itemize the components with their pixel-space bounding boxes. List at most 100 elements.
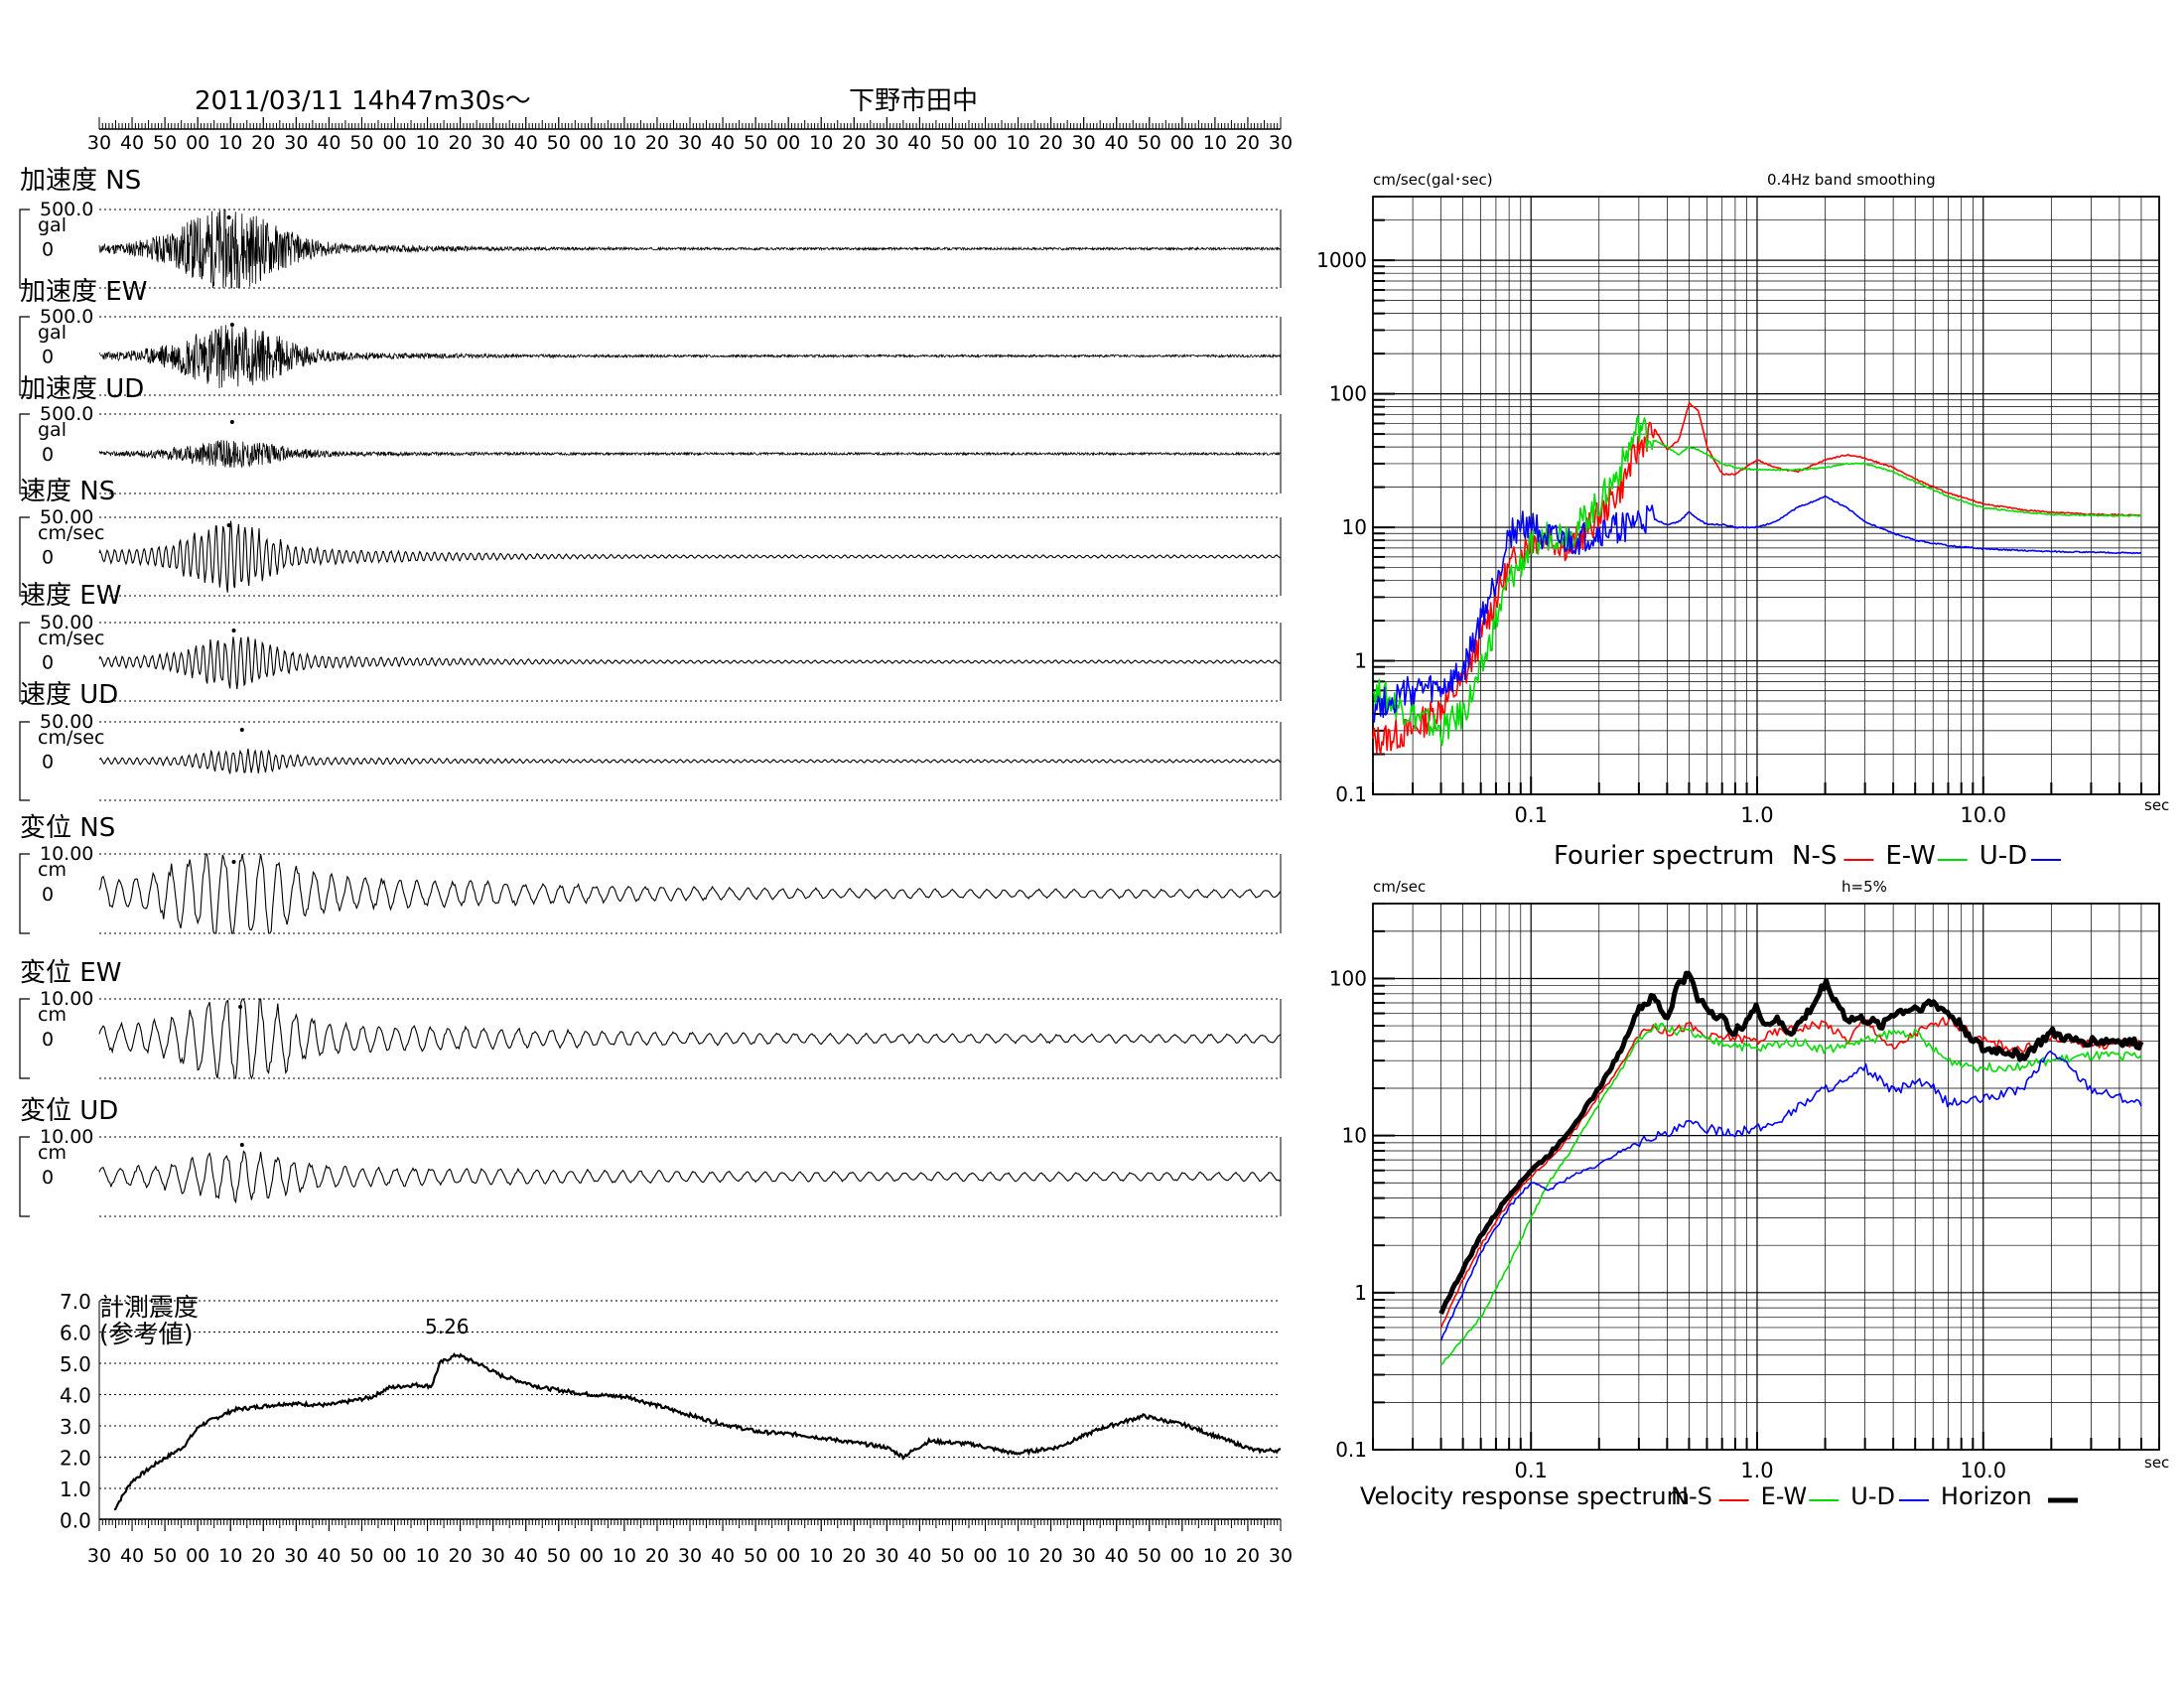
wave-5-zero: 0 <box>42 752 54 774</box>
wave-4-bracket <box>19 622 30 702</box>
top-time-label: 30 <box>1269 132 1293 154</box>
bottom-time-label: 20 <box>645 1545 669 1567</box>
top-time-label: 30 <box>87 132 111 154</box>
wave-1-peak-dot <box>229 323 234 327</box>
response-legend-name: N-S <box>1671 1482 1712 1510</box>
bottom-time-label: 00 <box>776 1545 800 1567</box>
response-legend-name: U-D <box>1850 1482 1895 1510</box>
bottom-time-label: 50 <box>153 1545 177 1567</box>
fourier-legend-name: N-S <box>1792 841 1837 871</box>
bottom-time-label: 20 <box>842 1545 866 1567</box>
top-time-label: 10 <box>218 132 242 154</box>
wave-5-label: 速度 UD <box>20 680 118 710</box>
fourier-ytick-label: 1000 <box>1316 248 1367 272</box>
top-time-label: 00 <box>382 132 406 154</box>
response-series-n-s <box>1439 1015 2142 1329</box>
top-time-label: 30 <box>678 132 702 154</box>
wave-1-label: 加速度 EW <box>20 277 147 307</box>
wave-0-trace <box>98 209 1282 289</box>
fourier-series-e-w <box>1372 415 2142 747</box>
wave-8-zero: 0 <box>42 1167 54 1189</box>
fourier-frame <box>1372 196 2160 795</box>
bottom-time-label: 50 <box>940 1545 964 1567</box>
top-time-label: 40 <box>711 132 735 154</box>
wave-2-max: 500.0 <box>40 403 93 425</box>
bottom-time-label: 00 <box>973 1545 997 1567</box>
wave-4-label: 速度 EW <box>20 581 121 611</box>
fourier-xtick-label: 1.0 <box>1740 803 1773 827</box>
wave-1-trace <box>98 324 1282 389</box>
wave-5-peak-dot <box>239 728 244 732</box>
bottom-time-axis: 30 40 50 00 10 20 30 40 50 00 10 20 30 40 50 00 10 20 30 40… <box>87 1518 1293 1567</box>
fourier-series-u-d <box>1372 494 2142 723</box>
top-time-label: 20 <box>1039 132 1063 154</box>
top-time-label: 30 <box>284 132 308 154</box>
bottom-time-label: 30 <box>87 1545 111 1567</box>
wave-3-bracket <box>19 516 30 597</box>
intensity-tick-label: 0.0 <box>60 1509 91 1533</box>
wave-7-label: 変位 EW <box>20 958 121 988</box>
intensity-peak-label: 5.26 <box>425 1315 470 1338</box>
wave-4-max: 50.00 <box>40 612 93 633</box>
bottom-time-label: 50 <box>1138 1545 1161 1567</box>
bottom-time-label: 40 <box>120 1545 144 1567</box>
bottom-time-label: 40 <box>317 1545 341 1567</box>
response-ytick-label: 1 <box>1354 1281 1367 1305</box>
fourier-ytick-label: 0.1 <box>1335 782 1367 806</box>
response-legend-title: Velocity response spectrum <box>1360 1482 1690 1510</box>
wave-4-peak-dot <box>231 629 236 633</box>
bottom-time-label: 40 <box>1105 1545 1129 1567</box>
wave-0-unit: gal <box>38 214 67 236</box>
bottom-time-label: 20 <box>251 1545 275 1567</box>
bottom-time-label: 50 <box>349 1545 373 1567</box>
intensity-tick-label: 2.0 <box>60 1447 91 1471</box>
intensity-tick-label: 3.0 <box>60 1415 91 1439</box>
intensity-tick-label: 7.0 <box>60 1290 91 1314</box>
wave-8-peak-dot <box>239 1143 244 1147</box>
top-time-label: 20 <box>645 132 669 154</box>
wave-2-bracket <box>19 413 30 494</box>
bottom-time-label: 50 <box>547 1545 571 1567</box>
fourier-series-n-s <box>1372 402 2141 755</box>
wave-7-trace <box>98 998 1282 1080</box>
fourier-ytick-label: 100 <box>1329 382 1367 406</box>
response-legend-name: E-W <box>1761 1482 1808 1510</box>
wave-1-max: 500.0 <box>40 306 93 328</box>
wave-2-unit: gal <box>38 419 67 441</box>
response-xtick-label: 1.0 <box>1740 1459 1773 1482</box>
wave-0-peak-dot <box>226 215 231 219</box>
wave-1-unit: gal <box>38 322 67 344</box>
intensity-tick-label: 4.0 <box>60 1384 91 1408</box>
top-time-label: 50 <box>1138 132 1161 154</box>
wave-3-trace <box>98 520 1282 593</box>
wave-4-zero: 0 <box>42 652 54 674</box>
wave-4-trace <box>98 636 1282 689</box>
response-legend-name: Horizon <box>1941 1482 2032 1510</box>
bottom-time-label: 30 <box>481 1545 505 1567</box>
bottom-time-label: 10 <box>415 1545 439 1567</box>
wave-5-trace <box>98 748 1282 774</box>
wave-3-unit: cm/sec <box>38 522 104 544</box>
station-name: 下野市田中 <box>849 86 978 116</box>
top-time-axis: 30 40 50 00 10 20 30 40 50 00 10 20 30 40 50 00 10 20 30 40… <box>87 117 1293 154</box>
wave-5-unit: cm/sec <box>38 727 104 749</box>
record-datetime: 2011/03/11 14h47m30s〜 <box>195 86 531 116</box>
intensity-trace <box>113 1351 1282 1511</box>
top-time-label: 50 <box>547 132 571 154</box>
wave-8-bracket <box>19 1136 30 1217</box>
wave-1-zero: 0 <box>42 347 54 368</box>
bottom-time-label: 30 <box>678 1545 702 1567</box>
top-time-label: 30 <box>875 132 898 154</box>
top-time-label: 10 <box>1006 132 1029 154</box>
top-time-label: 20 <box>842 132 866 154</box>
response-ytick-label: 0.1 <box>1335 1438 1367 1462</box>
bottom-time-label: 30 <box>284 1545 308 1567</box>
wave-8-label: 変位 UD <box>20 1096 118 1126</box>
response-ytick-label: 100 <box>1329 966 1367 990</box>
fourier-legend: Fourier spectrum N-S E-W U-D <box>1554 841 2062 871</box>
wave-8-max: 10.00 <box>40 1126 93 1148</box>
velocity-response-chart: cm/sec h=5% sec Velocity response spectr… <box>1329 878 2169 1510</box>
fourier-title: 0.4Hz band smoothing <box>1767 171 1936 189</box>
wave-3-zero: 0 <box>42 547 54 569</box>
